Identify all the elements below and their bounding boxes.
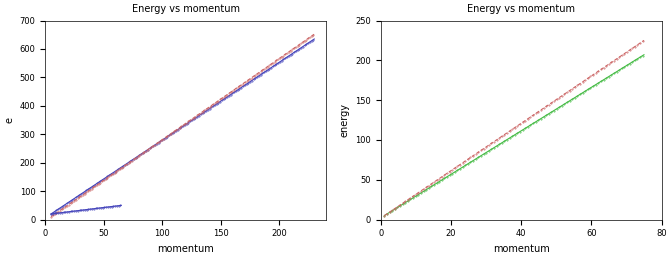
Y-axis label: energy: energy (340, 103, 350, 137)
X-axis label: momentum: momentum (157, 244, 214, 254)
Title: Energy vs momentum: Energy vs momentum (467, 4, 575, 14)
Y-axis label: e: e (4, 117, 14, 123)
X-axis label: momentum: momentum (493, 244, 550, 254)
Title: Energy vs momentum: Energy vs momentum (132, 4, 240, 14)
